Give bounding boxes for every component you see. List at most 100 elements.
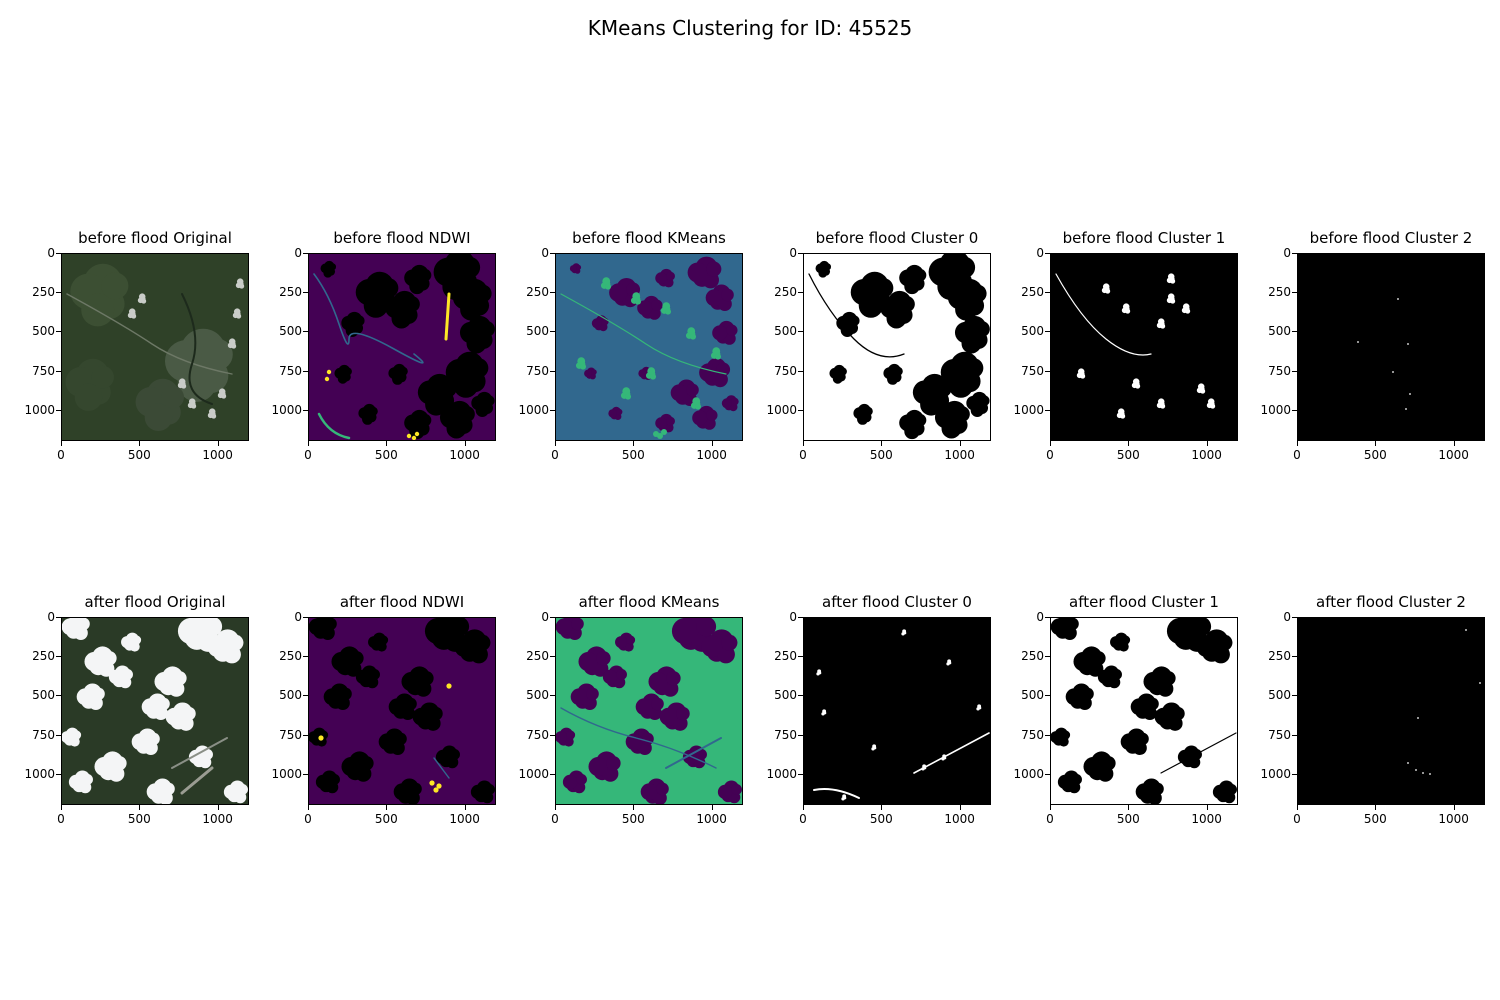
x-tick-mark [1050, 441, 1051, 446]
y-tick-label: 750 [1021, 727, 1044, 742]
subplot-title: after flood Cluster 0 [822, 593, 972, 611]
image-raster [556, 254, 742, 440]
y-tick-label: 1000 [1260, 766, 1291, 781]
subplot-title: after flood Original [84, 593, 226, 611]
image-raster [1298, 254, 1484, 440]
y-tick-mark [550, 331, 555, 333]
subplot-kmeans-before: before flood KMeans 0 250 500 750 1000 0 500 100… [518, 229, 743, 461]
image-raster [804, 254, 990, 440]
image-raster [309, 254, 495, 440]
y-tick-label: 1000 [1013, 766, 1044, 781]
x-tick-label: 0 [551, 812, 559, 826]
y-tick-mark [798, 695, 803, 697]
x-tick-label: 500 [1363, 448, 1387, 462]
x-tick-label: 0 [1293, 812, 1301, 826]
y-tick-mark [550, 370, 555, 372]
x-tick-label: 1000 [1438, 812, 1469, 826]
x-tick-label: 0 [304, 448, 312, 462]
y-tick-mark [550, 292, 555, 294]
subplot-image [1297, 253, 1485, 441]
y-tick-label: 250 [1021, 649, 1044, 664]
y-tick-label: 1000 [1260, 402, 1291, 417]
x-tick-mark [959, 805, 961, 810]
image-raster [1298, 618, 1484, 804]
x-tick-mark [881, 805, 883, 810]
x-tick-label: 500 [127, 812, 151, 826]
y-tick-mark [303, 695, 308, 697]
x-tick-label: 500 [1116, 448, 1140, 462]
y-tick-label: 500 [1268, 324, 1291, 339]
x-tick-label: 1000 [202, 812, 233, 826]
x-tick-label: 0 [57, 448, 65, 462]
y-tick-label: 250 [32, 285, 55, 300]
x-tick-mark [1206, 441, 1208, 446]
y-tick-mark [303, 370, 308, 372]
subplot-ndwi-after: after flood NDWI 0 250 500 750 1000 0 500 1000 [271, 593, 496, 825]
y-tick-mark [303, 331, 308, 333]
subplot-title: before flood Original [78, 229, 232, 247]
x-tick-label: 0 [57, 812, 65, 826]
y-tick-mark [798, 734, 803, 736]
y-tick-label: 750 [1021, 363, 1044, 378]
y-tick-mark [1045, 331, 1050, 333]
x-tick-mark [1375, 441, 1377, 446]
x-tick-label: 500 [869, 448, 893, 462]
subplot-image [803, 617, 991, 805]
x-tick-label: 0 [799, 812, 807, 826]
y-tick-mark [303, 292, 308, 294]
x-tick-label: 500 [1363, 812, 1387, 826]
subplot-image [61, 253, 249, 441]
y-tick-label: 1000 [24, 402, 55, 417]
subplot-title: after flood NDWI [339, 593, 465, 611]
subplot-title: before flood Cluster 1 [1062, 229, 1226, 247]
image-raster [556, 618, 742, 804]
subplot-title: after flood Cluster 1 [1069, 593, 1219, 611]
y-tick-label: 0 [789, 246, 797, 260]
y-tick-mark [1292, 253, 1297, 254]
x-tick-mark [633, 441, 635, 446]
x-tick-mark [633, 805, 635, 810]
y-tick-mark [1045, 773, 1050, 775]
x-tick-mark [803, 441, 804, 446]
x-tick-mark [1128, 805, 1130, 810]
x-tick-mark [217, 805, 219, 810]
y-tick-mark [1292, 409, 1297, 411]
subplot-kmeans-after: after flood KMeans 0 250 500 750 1000 0 500 1000 [518, 593, 743, 825]
y-tick-mark [303, 617, 308, 618]
y-tick-mark [56, 617, 61, 618]
subplot-c1-before: before flood Cluster 1 0 250 500 750 1000 0 500… [1013, 229, 1238, 461]
x-tick-mark [308, 441, 309, 446]
y-tick-mark [56, 292, 61, 294]
x-tick-label: 500 [621, 448, 645, 462]
y-tick-mark [56, 331, 61, 333]
subplot-image [308, 253, 496, 441]
y-tick-mark [56, 409, 61, 411]
y-tick-label: 500 [279, 688, 302, 703]
subplot-image [1297, 617, 1485, 805]
y-tick-label: 500 [1021, 688, 1044, 703]
x-tick-label: 0 [304, 812, 312, 826]
image-raster [1051, 254, 1237, 440]
y-tick-label: 500 [279, 324, 302, 339]
x-tick-mark [1297, 441, 1298, 446]
y-tick-mark [798, 253, 803, 254]
y-tick-label: 750 [526, 727, 549, 742]
x-tick-mark [139, 441, 141, 446]
x-tick-mark [464, 805, 466, 810]
y-tick-mark [303, 773, 308, 775]
x-tick-label: 0 [1293, 448, 1301, 462]
y-tick-mark [1292, 331, 1297, 333]
y-tick-mark [1292, 370, 1297, 372]
x-tick-label: 0 [1046, 812, 1054, 826]
y-tick-mark [798, 331, 803, 333]
x-tick-mark [139, 805, 141, 810]
x-tick-mark [1206, 805, 1208, 810]
y-tick-label: 0 [47, 610, 55, 624]
figure-title: KMeans Clustering for ID: 45525 [587, 16, 913, 40]
y-tick-label: 250 [774, 285, 797, 300]
y-tick-mark [56, 773, 61, 775]
x-tick-label: 1000 [202, 448, 233, 462]
subplot-image [1050, 253, 1238, 441]
y-tick-label: 750 [32, 363, 55, 378]
y-tick-mark [1292, 617, 1297, 618]
